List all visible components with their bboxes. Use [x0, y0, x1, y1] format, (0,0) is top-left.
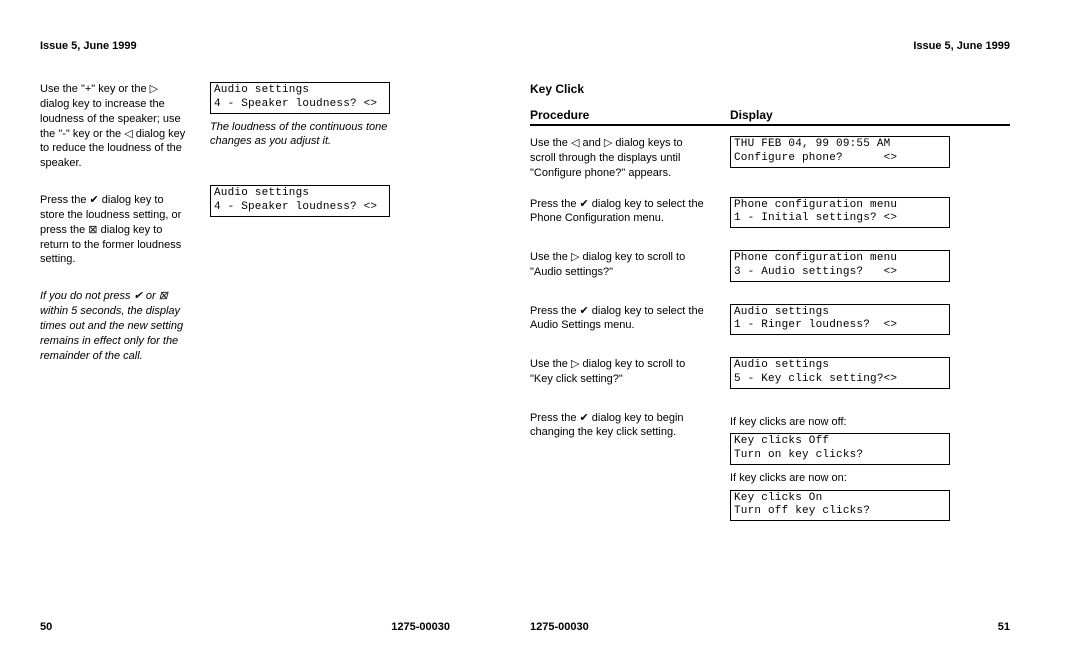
procedure-text: Press the ✔ dialog key to begin changing…	[530, 411, 710, 528]
lcd-display: Audio settings 1 - Ringer loudness? <>	[730, 304, 950, 336]
display-note-off: If key clicks are now off:	[730, 415, 950, 430]
display-cell: If key clicks are now off: Key clicks Of…	[730, 411, 950, 528]
page-left: Issue 5, June 1999 Use the "+" key or th…	[0, 0, 490, 653]
lcd-line: 4 - Speaker loudness? <>	[214, 201, 377, 213]
page-number: 50	[40, 621, 52, 633]
lcd-line: Audio settings	[214, 84, 309, 96]
footer-right: 1275-00030 51	[530, 621, 1010, 633]
left-note: If you do not press ✔ or ⊠ within 5 seco…	[40, 289, 190, 363]
procedure-row: Use the ▷ dialog key to scroll to "Audio…	[530, 250, 1010, 288]
left-text-column: Use the "+" key or the ▷ dialog key to i…	[40, 82, 190, 386]
lcd-line: Audio settings	[214, 187, 309, 199]
lcd-display: Audio settings 5 - Key click setting?<>	[730, 357, 950, 389]
procedure-text: Use the ▷ dialog key to scroll to "Key c…	[530, 357, 710, 395]
col-header-procedure: Procedure	[530, 108, 710, 122]
procedure-text: Press the ✔ dialog key to select the Aud…	[530, 304, 710, 342]
display-cell: Audio settings 1 - Ringer loudness? <>	[730, 304, 950, 342]
procedure-row: Use the ▷ dialog key to scroll to "Key c…	[530, 357, 1010, 395]
display-cell: Phone configuration menu 1 - Initial set…	[730, 197, 950, 235]
footer-left: 50 1275-00030	[40, 621, 450, 633]
lcd-display: Phone configuration menu 1 - Initial set…	[730, 197, 950, 229]
lcd-caption: The loudness of the continuous tone chan…	[210, 120, 390, 150]
procedure-row: Use the ◁ and ▷ dialog keys to scroll th…	[530, 136, 1010, 181]
left-para-2: Press the ✔ dialog key to store the loud…	[40, 193, 190, 267]
display-note-on: If key clicks are now on:	[730, 471, 950, 486]
lcd-line: 4 - Speaker loudness? <>	[214, 98, 377, 110]
lcd-display: Key clicks Off Turn on key clicks?	[730, 433, 950, 465]
display-cell: Audio settings 5 - Key click setting?<>	[730, 357, 950, 395]
display-cell: THU FEB 04, 99 09:55 AM Configure phone?…	[730, 136, 950, 181]
header-right: Issue 5, June 1999	[913, 40, 1010, 52]
doc-number: 1275-00030	[391, 621, 450, 633]
lcd-display: Phone configuration menu 3 - Audio setti…	[730, 250, 950, 282]
lcd-line: Turn off key clicks?	[734, 505, 870, 517]
procedure-row: Press the ✔ dialog key to begin changing…	[530, 411, 1010, 528]
table-header: Procedure Display	[530, 108, 1010, 126]
col-header-display: Display	[730, 108, 950, 122]
lcd-line: Turn on key clicks?	[734, 449, 863, 461]
lcd-display: Audio settings 4 - Speaker loudness? <>	[210, 82, 390, 114]
lcd-display: Audio settings 4 - Speaker loudness? <>	[210, 185, 390, 217]
left-para-1: Use the "+" key or the ▷ dialog key to i…	[40, 82, 190, 171]
procedure-row: Press the ✔ dialog key to select the Aud…	[530, 304, 1010, 342]
doc-number: 1275-00030	[530, 621, 589, 633]
page-right: Issue 5, June 1999 Key Click Procedure D…	[490, 0, 1050, 653]
procedure-text: Use the ◁ and ▷ dialog keys to scroll th…	[530, 136, 710, 181]
left-display-column: Audio settings 4 - Speaker loudness? <> …	[210, 82, 390, 386]
header-left: Issue 5, June 1999	[40, 40, 137, 52]
lcd-display: Key clicks On Turn off key clicks?	[730, 490, 950, 522]
page-number: 51	[998, 621, 1010, 633]
procedure-text: Press the ✔ dialog key to select the Pho…	[530, 197, 710, 235]
display-cell: Phone configuration menu 3 - Audio setti…	[730, 250, 950, 288]
lcd-line: Key clicks On	[734, 492, 822, 504]
procedure-row: Press the ✔ dialog key to select the Pho…	[530, 197, 1010, 235]
lcd-display: THU FEB 04, 99 09:55 AM Configure phone?…	[730, 136, 950, 168]
lcd-line: Key clicks Off	[734, 435, 829, 447]
procedure-rows: Use the ◁ and ▷ dialog keys to scroll th…	[530, 136, 1010, 395]
section-title: Key Click	[530, 82, 1010, 96]
procedure-text: Use the ▷ dialog key to scroll to "Audio…	[530, 250, 710, 288]
